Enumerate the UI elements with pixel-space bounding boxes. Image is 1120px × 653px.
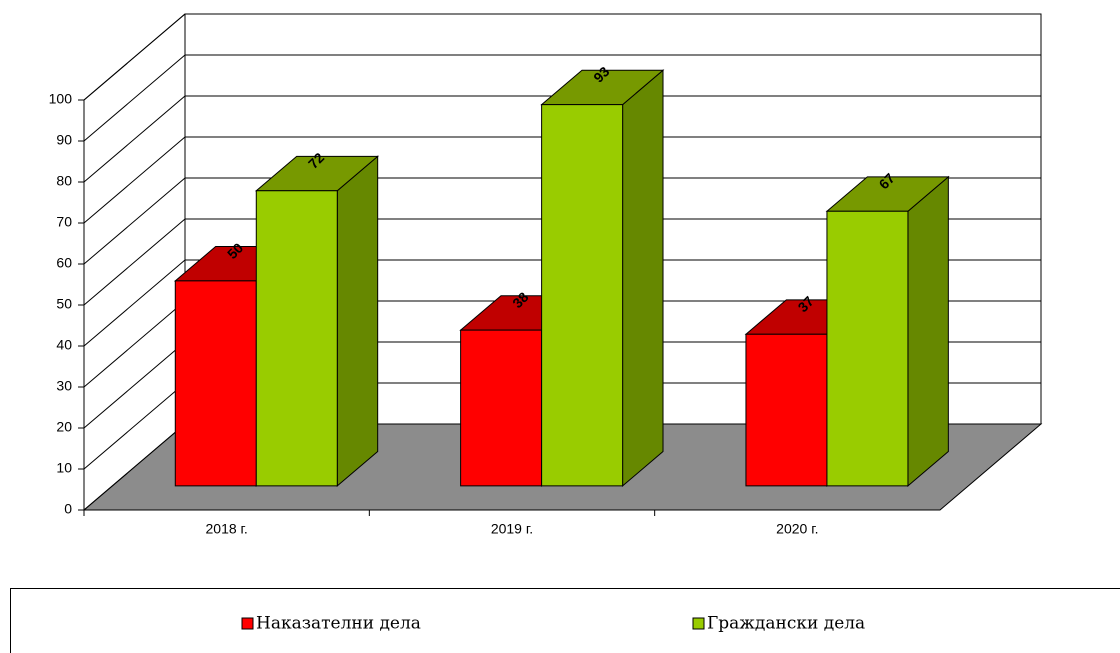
grid-line	[83, 177, 1041, 265]
x-tick-label: 2019 г.	[491, 521, 533, 537]
bar-front	[460, 329, 543, 487]
x-tick-label: 2020 г.	[776, 521, 818, 537]
bar	[540, 69, 665, 488]
bar-front	[255, 190, 338, 487]
legend-box	[10, 588, 1120, 653]
left-edge	[83, 13, 186, 101]
y-tick-label: 90	[56, 132, 72, 148]
y-tick-label: 30	[56, 378, 72, 394]
y-tick-label: 80	[56, 173, 72, 189]
bar-front	[174, 280, 257, 487]
bar-side	[336, 155, 379, 488]
grid-line	[83, 136, 1041, 224]
y-tick-label: 10	[56, 460, 72, 476]
grid-line	[83, 218, 1041, 306]
legend-swatch	[692, 617, 705, 630]
bar-front	[745, 333, 828, 487]
bar-side	[907, 175, 949, 488]
y-tick-label: 0	[64, 501, 72, 517]
y-tick-label: 20	[56, 419, 72, 435]
bar-front	[826, 210, 909, 487]
grid-line	[83, 95, 1041, 183]
bar-side	[622, 69, 664, 488]
x-tick-label: 2018 г.	[206, 521, 248, 537]
y-tick-label: 60	[56, 255, 72, 271]
grid-line	[83, 54, 1041, 142]
legend-label: Наказателни дела	[256, 614, 421, 634]
y-tick-label: 70	[56, 214, 72, 230]
y-tick-label: 40	[56, 337, 72, 353]
y-tick-label: 100	[49, 91, 73, 107]
bar	[825, 175, 950, 488]
legend-swatch	[241, 617, 254, 630]
legend-label: Граждански дела	[707, 614, 865, 634]
y-tick-label: 50	[56, 296, 72, 312]
bar-front	[541, 104, 624, 487]
bar	[254, 155, 380, 488]
grid-line	[83, 259, 1041, 347]
